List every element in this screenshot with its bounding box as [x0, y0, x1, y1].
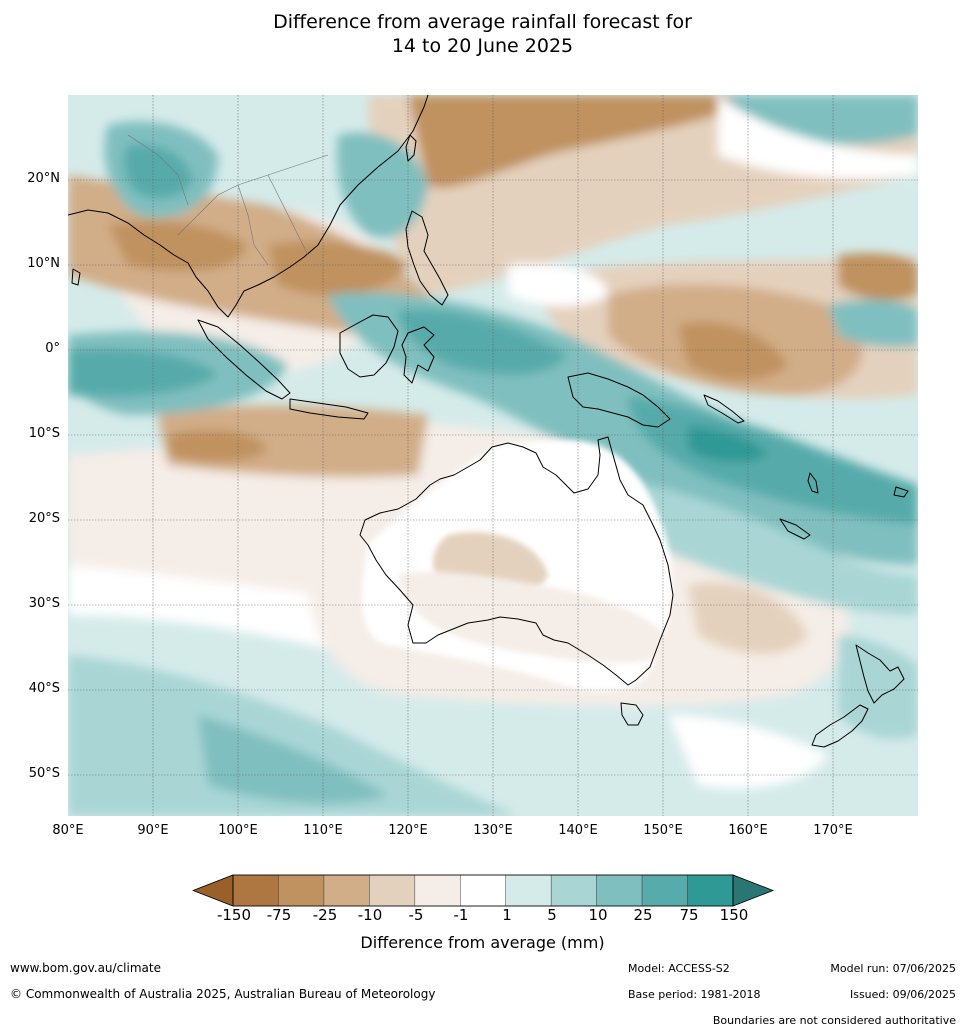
- sumatra-coast: [197, 319, 291, 400]
- java-coast: [289, 398, 369, 420]
- colorbar-segment: [596, 874, 643, 907]
- solomon-islands-coast: [703, 394, 745, 424]
- title-line-2: 14 to 20 June 2025: [391, 35, 574, 57]
- lon-label-110e: 110°E: [303, 823, 343, 838]
- title-line-1: Difference from average rainfall forecas…: [273, 11, 692, 33]
- new-zealand-north: [855, 644, 905, 704]
- coastlines: [68, 95, 909, 748]
- colorbar-arrow-low: [192, 874, 234, 907]
- lat-label-30s: 30°S: [28, 596, 60, 611]
- lat-label-20s: 20°S: [28, 511, 60, 526]
- sulawesi-coast: [401, 326, 435, 384]
- colorbar-segment: [460, 874, 506, 907]
- colorbar-tick: 25: [633, 906, 653, 924]
- rainfall-map: [68, 95, 918, 816]
- lon-label-80e: 80°E: [52, 823, 84, 838]
- colorbar-tick: 75: [679, 906, 699, 924]
- taiwan-coast: [405, 134, 417, 162]
- new-caledonia-coast: [779, 518, 811, 540]
- issued-date: Issued: 09/06/2025: [849, 988, 956, 1001]
- colorbar-arrow-high: [732, 874, 774, 907]
- philippines-coast: [405, 210, 449, 306]
- colorbar-tick: -10: [357, 906, 383, 924]
- borneo-coast: [339, 314, 399, 378]
- lat-label-10s: 10°S: [28, 426, 60, 441]
- lon-label-150e: 150°E: [643, 823, 683, 838]
- colorbar-segment: [505, 874, 552, 907]
- country-borders: [127, 134, 329, 266]
- lat-label-20n: 20°N: [27, 171, 60, 186]
- website-link[interactable]: www.bom.gov.au/climate: [10, 961, 161, 975]
- asia-mainland-coast: [68, 95, 429, 318]
- boundaries-disclaimer: Boundaries are not considered authoritat…: [712, 1014, 956, 1027]
- colorbar-segment: [550, 874, 597, 907]
- colorbar-segment: [687, 874, 734, 907]
- map-canvas: [68, 95, 918, 816]
- australia-coast: [359, 436, 674, 686]
- rainfall-anomaly-field: [68, 95, 918, 816]
- lon-label-120e: 120°E: [388, 823, 428, 838]
- lon-label-170e: 170°E: [813, 823, 853, 838]
- graticule: [68, 95, 918, 816]
- colorbar-tick: 1: [502, 906, 512, 924]
- new-guinea-coast: [567, 372, 671, 428]
- lon-label-130e: 130°E: [473, 823, 513, 838]
- colorbar-tick: 5: [547, 906, 557, 924]
- lat-label-0: 0°: [45, 341, 60, 356]
- colorbar: [192, 874, 774, 907]
- lon-label-90e: 90°E: [137, 823, 169, 838]
- lat-label-40s: 40°S: [28, 681, 60, 696]
- lat-label-10n: 10°N: [27, 256, 60, 271]
- model-run-date: Model run: 07/06/2025: [830, 962, 956, 975]
- copyright-text: © Commonwealth of Australia 2025, Austra…: [10, 987, 436, 1001]
- colorbar-segment: [232, 874, 279, 907]
- fiji-coast: [893, 486, 909, 498]
- colorbar-tick: -150: [216, 906, 252, 924]
- colorbar-tick: -25: [312, 906, 338, 924]
- colorbar-tick: 150: [719, 906, 749, 924]
- colorbar-tick: -1: [453, 906, 469, 924]
- map-title: Difference from average rainfall forecas…: [0, 10, 965, 58]
- new-zealand-south: [811, 704, 869, 748]
- tasmania-coast: [620, 702, 644, 726]
- colorbar-tick: -75: [266, 906, 292, 924]
- vanuatu-coast: [807, 472, 819, 494]
- colorbar-label: Difference from average (mm): [360, 933, 605, 952]
- colorbar-segment: [323, 874, 370, 907]
- base-period: Base period: 1981-2018: [628, 988, 761, 1001]
- lat-label-50s: 50°S: [28, 766, 60, 781]
- colorbar-segment: [414, 874, 461, 907]
- lon-label-100e: 100°E: [218, 823, 258, 838]
- colorbar-tick: 10: [588, 906, 608, 924]
- colorbar-segment: [278, 874, 325, 907]
- sri-lanka-coast: [71, 268, 81, 286]
- colorbar-tick: -5: [408, 906, 424, 924]
- lon-label-160e: 160°E: [728, 823, 768, 838]
- colorbar-segment: [641, 874, 688, 907]
- colorbar-segment: [369, 874, 416, 907]
- lon-label-140e: 140°E: [558, 823, 598, 838]
- model-name: Model: ACCESS-S2: [628, 962, 730, 975]
